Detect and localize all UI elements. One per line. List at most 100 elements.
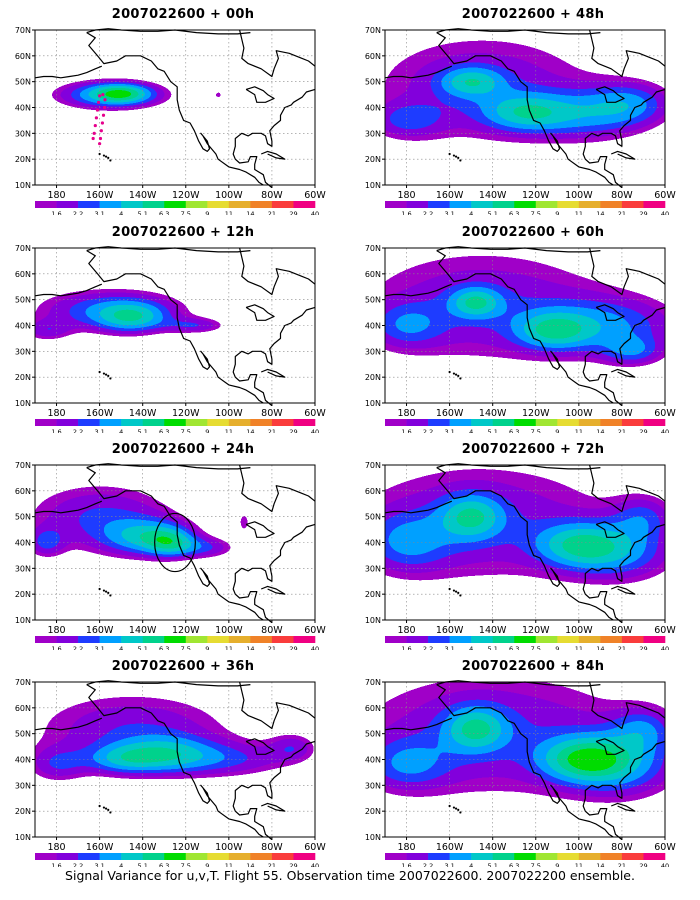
colorbar-label: 40 [311,862,319,867]
colorbar-swatch [578,636,601,643]
colorbar-swatch [99,419,122,426]
hawaii-island [102,372,106,375]
colorbar-swatch [164,853,187,860]
coastline [436,463,601,470]
coastline [595,521,625,538]
colorbar-label: 1.6 [51,645,61,650]
colorbar-swatch [492,419,515,426]
y-tick-label: 50N [365,730,381,739]
colorbar-swatch [621,201,644,208]
colorbar-label: 29 [289,428,297,433]
colorbar-label: 7.5 [531,210,541,215]
colorbar-swatch [228,419,251,426]
colorbar-swatch [228,201,251,208]
colorbar-label: 5.1 [488,645,498,650]
y-tick-label: 50N [15,78,31,87]
map-panel-24h: 2007022600 + 24h 180 160W 140W 120W 100W 80W 60… [0,435,330,650]
y-tick-label: 30N [365,129,381,138]
y-tick-label: 70N [15,244,31,253]
y-tick-label: 20N [365,155,381,164]
colorbar-label: 3.1 [444,862,454,867]
colorbar-swatch [535,636,558,643]
colorbar-label: 1.6 [51,210,61,215]
x-tick-label: 160W [86,842,114,853]
colorbar-label: 5.1 [138,645,148,650]
map-svg: 180 160W 140W 120W 100W 80W 60W 10N 20N 30N 40N 50N… [15,26,327,215]
colorbar-swatch [643,419,666,426]
colorbar-swatch [185,636,208,643]
colorbar-swatch [121,636,143,643]
hawaii-island [448,587,451,591]
hawaii-island [452,372,456,375]
x-tick-label: 120W [172,625,200,636]
colorbar-swatch [514,419,537,426]
colorbar-swatch [621,636,644,643]
flight-track-point [98,94,102,98]
colorbar-label: 4 [469,210,473,215]
y-tick-label: 10N [365,181,381,190]
colorbar-label: 5.1 [138,862,148,867]
colorbar-label: 14 [246,862,254,867]
colorbar-label: 1.6 [51,862,61,867]
map-svg: 180 160W 140W 120W 100W 80W 60W 10N 20N 30N 40N 50N… [365,26,677,215]
colorbar-label: 11 [575,862,583,867]
colorbar-swatch [557,853,580,860]
coastline [245,86,275,103]
flight-track-point [94,116,98,120]
x-tick-label: 60W [654,842,676,853]
colorbar-swatch [578,853,601,860]
colorbar-swatch [492,201,515,208]
x-tick-label: 60W [304,842,326,853]
colorbar-label: 1.6 [401,645,411,650]
colorbar-swatch [78,201,100,208]
colorbar-swatch [164,636,187,643]
colorbar-label: 4 [119,862,123,867]
colorbar-label: 1.6 [401,862,411,867]
colorbar-label: 14 [596,428,604,433]
hawaii-island [102,806,106,809]
coastline [34,65,103,79]
colorbar-label: 9 [205,428,209,433]
verification-circle [154,512,196,573]
x-tick-label: 140W [479,408,507,419]
y-tick-label: 60N [365,270,381,279]
panel-title: 2007022600 + 36h [111,659,255,674]
y-tick-label: 30N [365,347,381,356]
x-tick-label: 120W [172,408,200,419]
colorbar-swatch [142,419,165,426]
colorbar-swatch [406,853,429,860]
colorbar-swatch [207,419,230,426]
colorbar-swatch [600,853,623,860]
hawaii-island [102,154,106,157]
x-tick-label: 140W [479,190,507,201]
hawaii-island [98,587,101,591]
colorbar-label: 21 [268,862,276,867]
coastline [436,684,614,838]
y-tick-label: 40N [15,104,31,113]
colorbar-label: 4 [469,862,473,867]
colorbar-swatch [406,636,429,643]
coastline [239,29,316,78]
colorbar-swatch [449,201,472,208]
colorbar-label: 2.2 [73,428,83,433]
colorbar-label: 6.3 [509,210,519,215]
x-tick-label: 160W [436,190,464,201]
colorbar-label: 40 [661,428,669,433]
flight-track-point [101,92,105,97]
colorbar-swatch [99,201,122,208]
map-panel-12h: 2007022600 + 12h 180 160W 140W 120W 100W 80W 60… [0,218,330,433]
colorbar-label: 7.5 [181,645,191,650]
y-tick-label: 50N [15,513,31,522]
colorbar-swatch [185,853,208,860]
colorbar-label: 6.3 [509,862,519,867]
colorbar-label: 29 [289,210,297,215]
x-tick-label: 140W [129,625,157,636]
x-tick-label: 100W [565,842,593,853]
colorbar-label: 3.1 [94,862,104,867]
colorbar-swatch [492,853,515,860]
hawaii-island [457,808,460,811]
coastline [260,368,286,378]
colorbar-label: 7.5 [531,862,541,867]
colorbar-label: 3.1 [94,428,104,433]
